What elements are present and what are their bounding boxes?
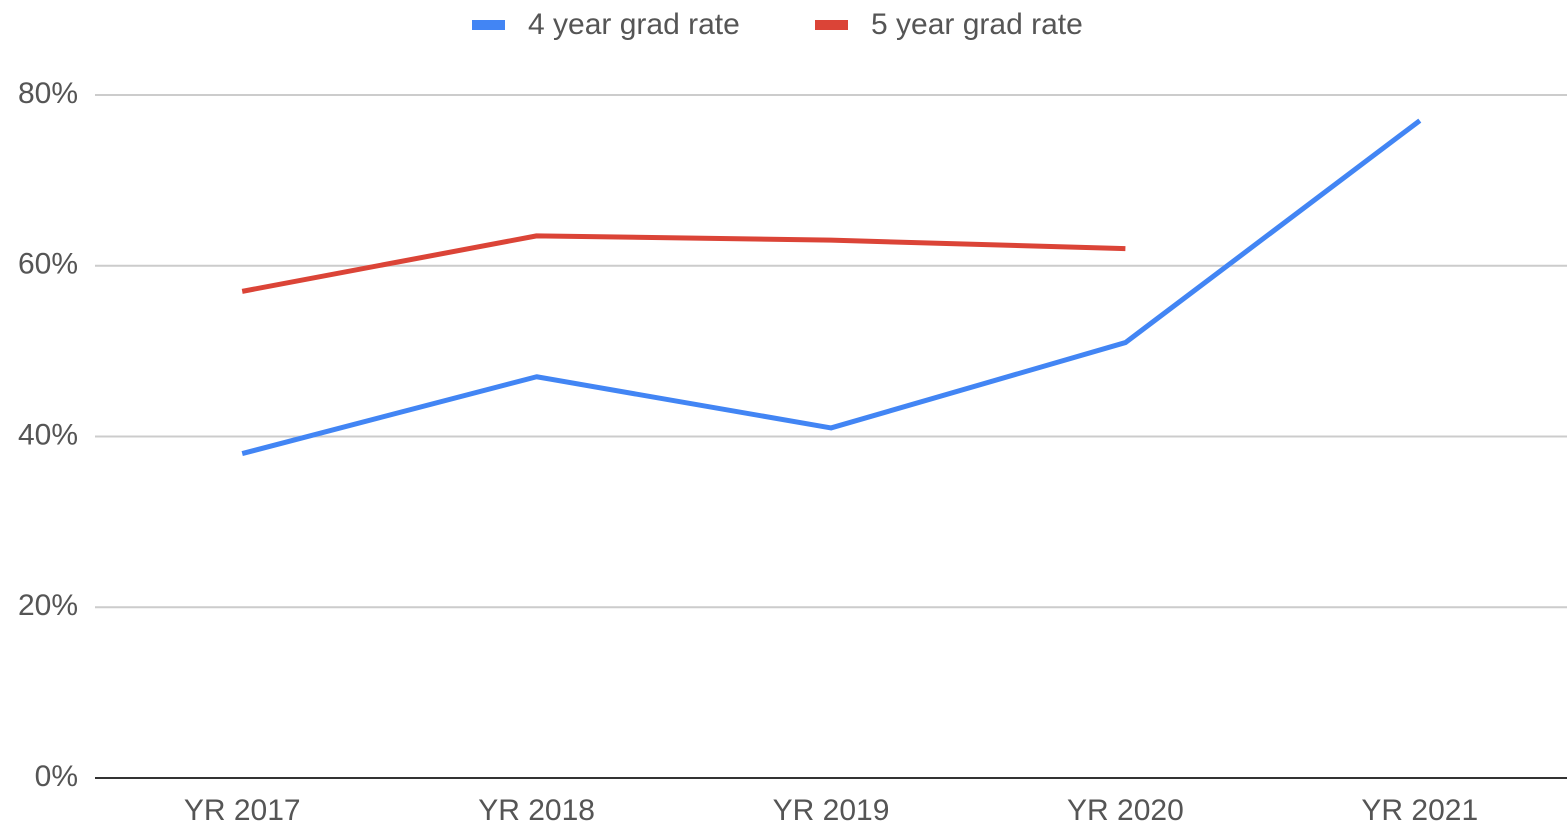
x-tick-label: YR 2018 <box>478 794 595 827</box>
y-tick-label: 80% <box>18 77 78 110</box>
x-tick-label: YR 2017 <box>184 794 301 827</box>
legend-swatch <box>815 20 848 30</box>
x-tick-label: YR 2019 <box>773 794 890 827</box>
series-line <box>241 118 1422 456</box>
y-tick-label: 40% <box>18 418 78 451</box>
legend-label: 5 year grad rate <box>871 8 1083 41</box>
legend-swatch <box>472 20 505 30</box>
legend-label: 4 year grad rate <box>528 8 740 41</box>
y-tick-label: 0% <box>35 760 78 793</box>
series-line <box>241 233 1126 294</box>
y-tick-label: 20% <box>18 589 78 622</box>
x-tick-label: YR 2020 <box>1067 794 1184 827</box>
y-tick-label: 60% <box>18 248 78 281</box>
x-tick-label: YR 2021 <box>1361 794 1478 827</box>
